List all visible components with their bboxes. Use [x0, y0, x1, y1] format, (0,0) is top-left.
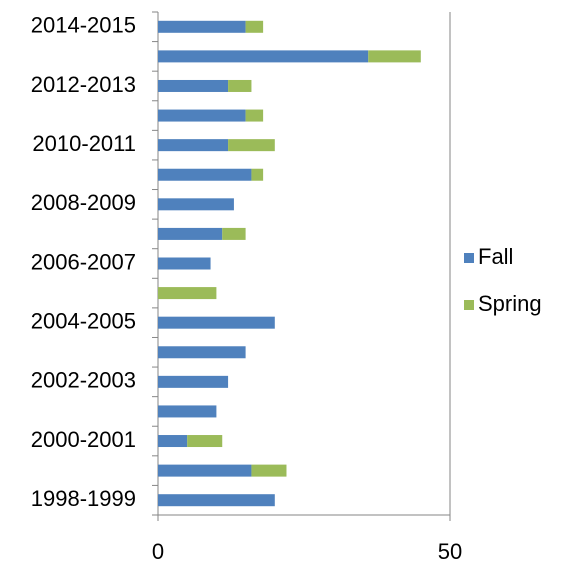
bar	[158, 494, 275, 507]
y-tick-label: 2004-2005	[31, 308, 136, 333]
bar	[158, 79, 229, 92]
bar	[158, 168, 252, 181]
bar	[158, 375, 229, 388]
bar	[245, 20, 264, 33]
bar	[158, 139, 229, 152]
legend-swatch	[464, 253, 474, 263]
bar	[228, 139, 275, 152]
legend-label: Fall	[478, 244, 513, 269]
legend-label: Spring	[478, 291, 542, 316]
y-tick-label: 2014-2015	[31, 13, 136, 38]
y-tick-label: 2010-2011	[32, 131, 136, 156]
bar	[368, 50, 421, 63]
bar	[158, 109, 246, 122]
legend-swatch	[464, 300, 474, 310]
bar	[251, 168, 264, 181]
bar	[158, 435, 188, 448]
x-tick-label: 50	[438, 539, 462, 564]
bar	[158, 257, 211, 270]
bar	[251, 464, 287, 477]
y-tick-label: 1998-1999	[31, 486, 136, 511]
bar	[158, 287, 217, 300]
y-tick-label: 2008-2009	[31, 190, 136, 215]
bar	[158, 227, 223, 240]
y-tick-label: 2006-2007	[31, 249, 136, 274]
bar	[245, 109, 264, 122]
y-tick-label: 2000-2001	[31, 427, 136, 452]
bar	[222, 227, 246, 240]
bar	[158, 20, 246, 33]
bar	[158, 464, 252, 477]
y-tick-label: 2012-2013	[31, 72, 136, 97]
bar	[158, 50, 369, 63]
bar	[228, 79, 252, 92]
y-tick-label: 2002-2003	[31, 368, 136, 393]
bar	[158, 346, 246, 359]
bar	[158, 198, 234, 211]
bar	[158, 316, 275, 329]
x-tick-label: 0	[152, 539, 164, 564]
bar	[158, 405, 217, 418]
bar	[187, 435, 223, 448]
